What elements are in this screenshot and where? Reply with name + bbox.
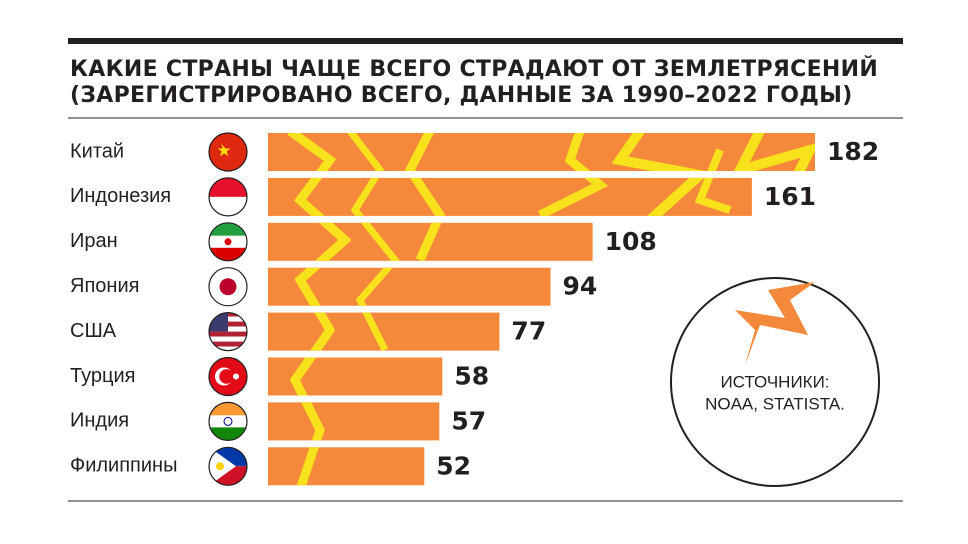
bolt-icon <box>735 282 815 365</box>
category-label: Иран <box>70 230 118 252</box>
bolt <box>404 133 446 262</box>
flag-part <box>209 196 247 216</box>
flag <box>208 177 248 217</box>
category-label: Филиппины <box>70 455 177 477</box>
bolt <box>730 133 815 193</box>
flag-body <box>209 177 247 216</box>
bar <box>268 133 815 171</box>
flag <box>208 267 248 307</box>
value-label: 182 <box>827 137 879 166</box>
value-label: 94 <box>563 272 598 301</box>
flag-body <box>209 133 247 171</box>
flag-part <box>233 373 239 380</box>
source-text: NOAA, STATISTA. <box>705 394 845 413</box>
flag <box>208 401 248 441</box>
flag-body <box>209 447 247 486</box>
flag <box>208 312 248 352</box>
flag-border <box>208 267 248 307</box>
flag-part <box>209 336 247 342</box>
labels: Китай 182 Индонезия 161 Иран 108 Япония 94 США 77… <box>70 132 879 486</box>
flag-border <box>208 222 248 262</box>
bolt <box>611 133 711 224</box>
bolts <box>287 133 815 486</box>
value-label: 52 <box>436 451 471 480</box>
value-label: 77 <box>511 317 546 346</box>
flag-part <box>209 415 247 428</box>
chart-title: КАКИЕ СТРАНЫ ЧАЩЕ ВСЕГО СТРАДАЮТ ОТ ЗЕМЛ… <box>70 56 878 82</box>
value-label: 57 <box>451 406 486 435</box>
flag-part <box>209 402 247 416</box>
flag-part <box>219 369 234 384</box>
value-label: 108 <box>605 227 657 256</box>
source-label: ИСТОЧНИКИ: <box>720 372 829 391</box>
flag-border <box>208 356 248 397</box>
flag-part <box>209 346 247 351</box>
flag-part <box>209 312 228 332</box>
bar <box>268 447 425 486</box>
flag-part <box>216 462 224 471</box>
flag-border <box>208 401 248 441</box>
flag-part <box>217 143 231 157</box>
flag-part <box>209 247 247 261</box>
category-label: США <box>70 320 117 342</box>
flag-part <box>223 416 233 426</box>
value-label: 161 <box>764 182 816 211</box>
flag-body <box>209 222 247 261</box>
flag-part <box>219 278 237 296</box>
top-rule <box>68 38 903 44</box>
bolt <box>694 148 732 214</box>
flag-part <box>209 133 247 171</box>
flag-part <box>209 222 247 236</box>
flag-border <box>208 177 248 217</box>
source-circle <box>670 277 880 487</box>
flag-border <box>208 132 248 172</box>
category-label: Индия <box>70 410 129 432</box>
flag-body <box>209 312 247 351</box>
category-label: Китай <box>70 140 124 162</box>
flag-part <box>209 427 247 441</box>
bar <box>268 402 440 441</box>
chart-subtitle: (ЗАРЕГИСТРИРОВАНО ВСЕГО, ДАННЫЕ ЗА 1990–… <box>70 83 853 108</box>
flag <box>208 446 248 486</box>
flag <box>208 222 248 262</box>
flag-part <box>224 238 232 246</box>
category-label: Индонезия <box>70 185 171 207</box>
flag-body <box>209 357 247 396</box>
category-label: Япония <box>70 275 139 297</box>
flag-body <box>209 267 247 306</box>
flag <box>208 356 248 397</box>
flag-border <box>208 312 248 352</box>
flag <box>208 132 248 172</box>
flag-part <box>209 341 247 347</box>
flag-part <box>209 177 247 197</box>
flag-part <box>209 331 247 337</box>
bars <box>268 133 815 486</box>
flag-body <box>209 402 247 441</box>
value-label: 58 <box>454 362 489 391</box>
category-label: Турция <box>70 365 135 387</box>
flag-border <box>208 446 248 486</box>
